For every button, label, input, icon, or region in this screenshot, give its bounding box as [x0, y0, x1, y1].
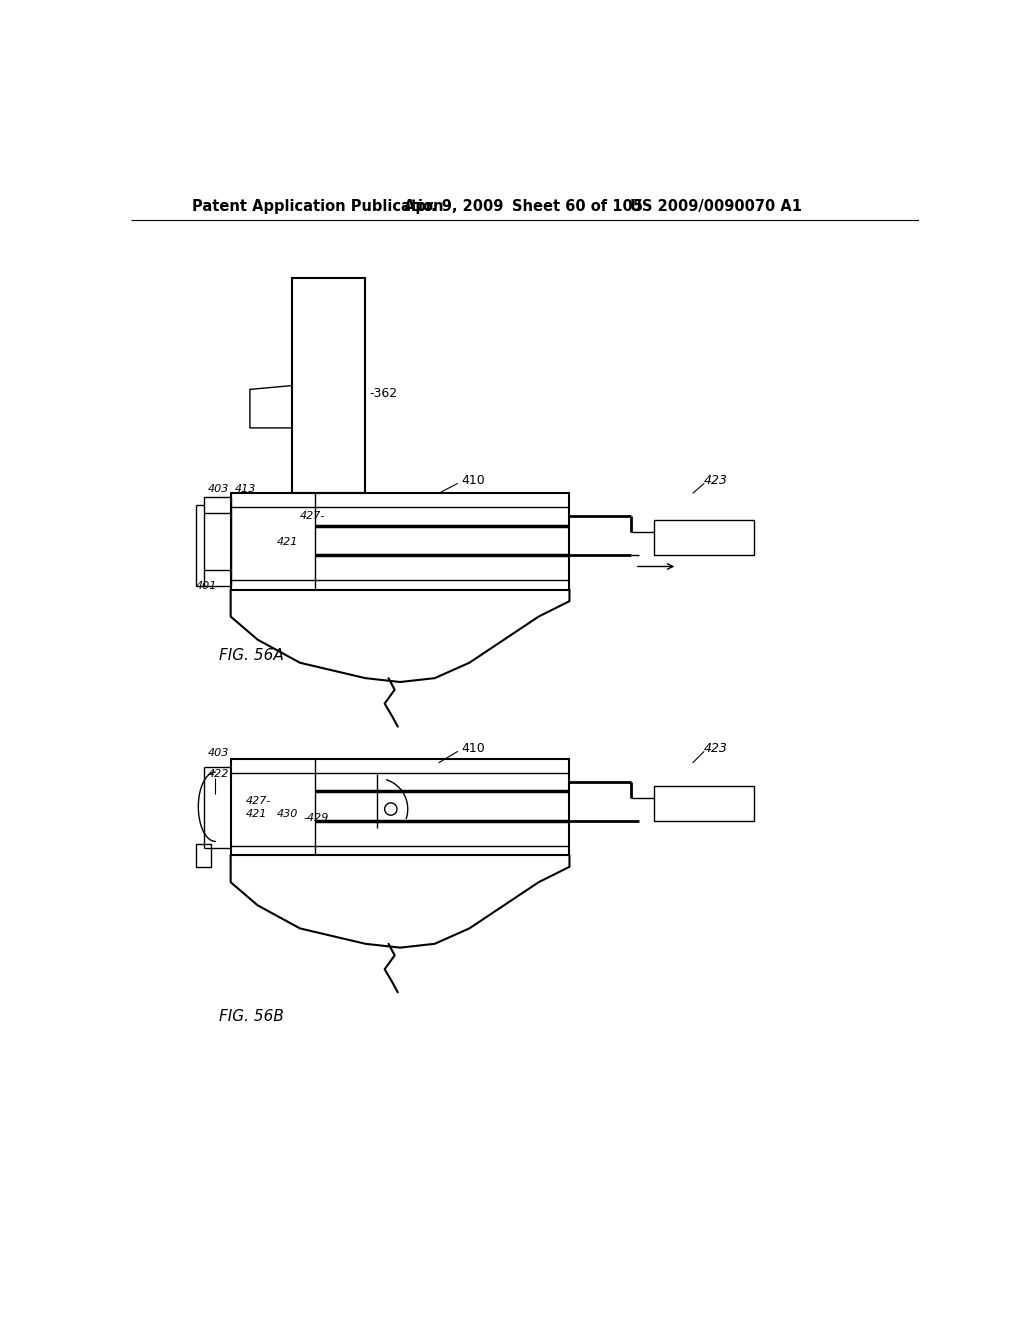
- Text: 427-: 427-: [246, 796, 271, 805]
- Text: US 2009/0090070 A1: US 2009/0090070 A1: [630, 198, 802, 214]
- Text: Patent Application Publication: Patent Application Publication: [193, 198, 443, 214]
- Text: FIG. 56A: FIG. 56A: [219, 648, 284, 663]
- Bar: [654, 785, 755, 821]
- Text: 423: 423: [705, 474, 728, 487]
- Text: 410: 410: [462, 474, 485, 487]
- Text: 403: 403: [208, 484, 229, 495]
- Text: 427-: 427-: [300, 511, 326, 520]
- Text: 410: 410: [462, 742, 485, 755]
- Bar: [196, 843, 211, 867]
- Text: -429: -429: [304, 813, 329, 822]
- Text: 401: 401: [196, 581, 217, 591]
- Bar: [230, 759, 569, 855]
- Text: Apr. 9, 2009: Apr. 9, 2009: [403, 198, 503, 214]
- Text: -362: -362: [370, 387, 397, 400]
- Bar: [204, 498, 230, 586]
- Text: Sheet 60 of 105: Sheet 60 of 105: [512, 198, 643, 214]
- Bar: [292, 277, 366, 494]
- Text: 430: 430: [276, 809, 298, 820]
- Text: 421: 421: [276, 537, 298, 546]
- Text: FIG. 56B: FIG. 56B: [219, 1010, 284, 1024]
- Bar: [654, 520, 755, 554]
- Text: 423: 423: [705, 742, 728, 755]
- Text: 422: 422: [208, 770, 229, 779]
- Text: 413: 413: [234, 484, 256, 495]
- Text: 403: 403: [208, 748, 229, 758]
- Bar: [230, 494, 569, 590]
- Text: 421: 421: [246, 809, 267, 820]
